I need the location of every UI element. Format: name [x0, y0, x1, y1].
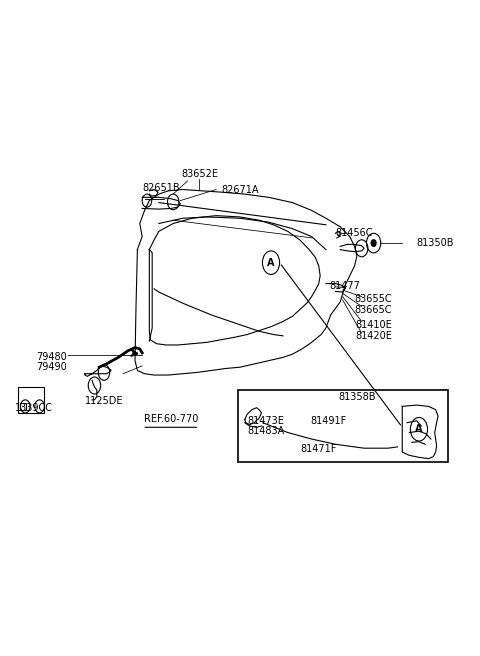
Text: 81483A: 81483A	[248, 426, 285, 436]
Circle shape	[371, 240, 376, 247]
Text: 83655C: 83655C	[355, 294, 393, 304]
Text: 81456C: 81456C	[336, 228, 373, 238]
Text: 81358B: 81358B	[338, 392, 376, 401]
Text: 81420E: 81420E	[355, 331, 392, 341]
Text: 83652E: 83652E	[181, 169, 218, 180]
Text: 82651B: 82651B	[143, 182, 180, 193]
Text: 1125DE: 1125DE	[85, 396, 123, 406]
Text: 82671A: 82671A	[221, 184, 259, 195]
Text: 79480: 79480	[36, 352, 67, 362]
Text: 81410E: 81410E	[355, 319, 392, 330]
Text: 81473E: 81473E	[248, 416, 285, 426]
Bar	[21, 403, 26, 409]
Text: A: A	[415, 424, 423, 434]
Text: 79490: 79490	[36, 362, 67, 372]
Text: 81491F: 81491F	[310, 416, 347, 426]
Text: 83665C: 83665C	[355, 304, 392, 315]
Text: 81477: 81477	[330, 281, 360, 291]
Bar	[18, 387, 44, 413]
Bar	[238, 390, 447, 462]
Text: REF.60-770: REF.60-770	[144, 415, 198, 424]
Text: A: A	[267, 258, 275, 268]
Text: 1339CC: 1339CC	[15, 403, 53, 413]
Text: 81471F: 81471F	[300, 444, 337, 454]
Text: 81350B: 81350B	[417, 238, 454, 248]
